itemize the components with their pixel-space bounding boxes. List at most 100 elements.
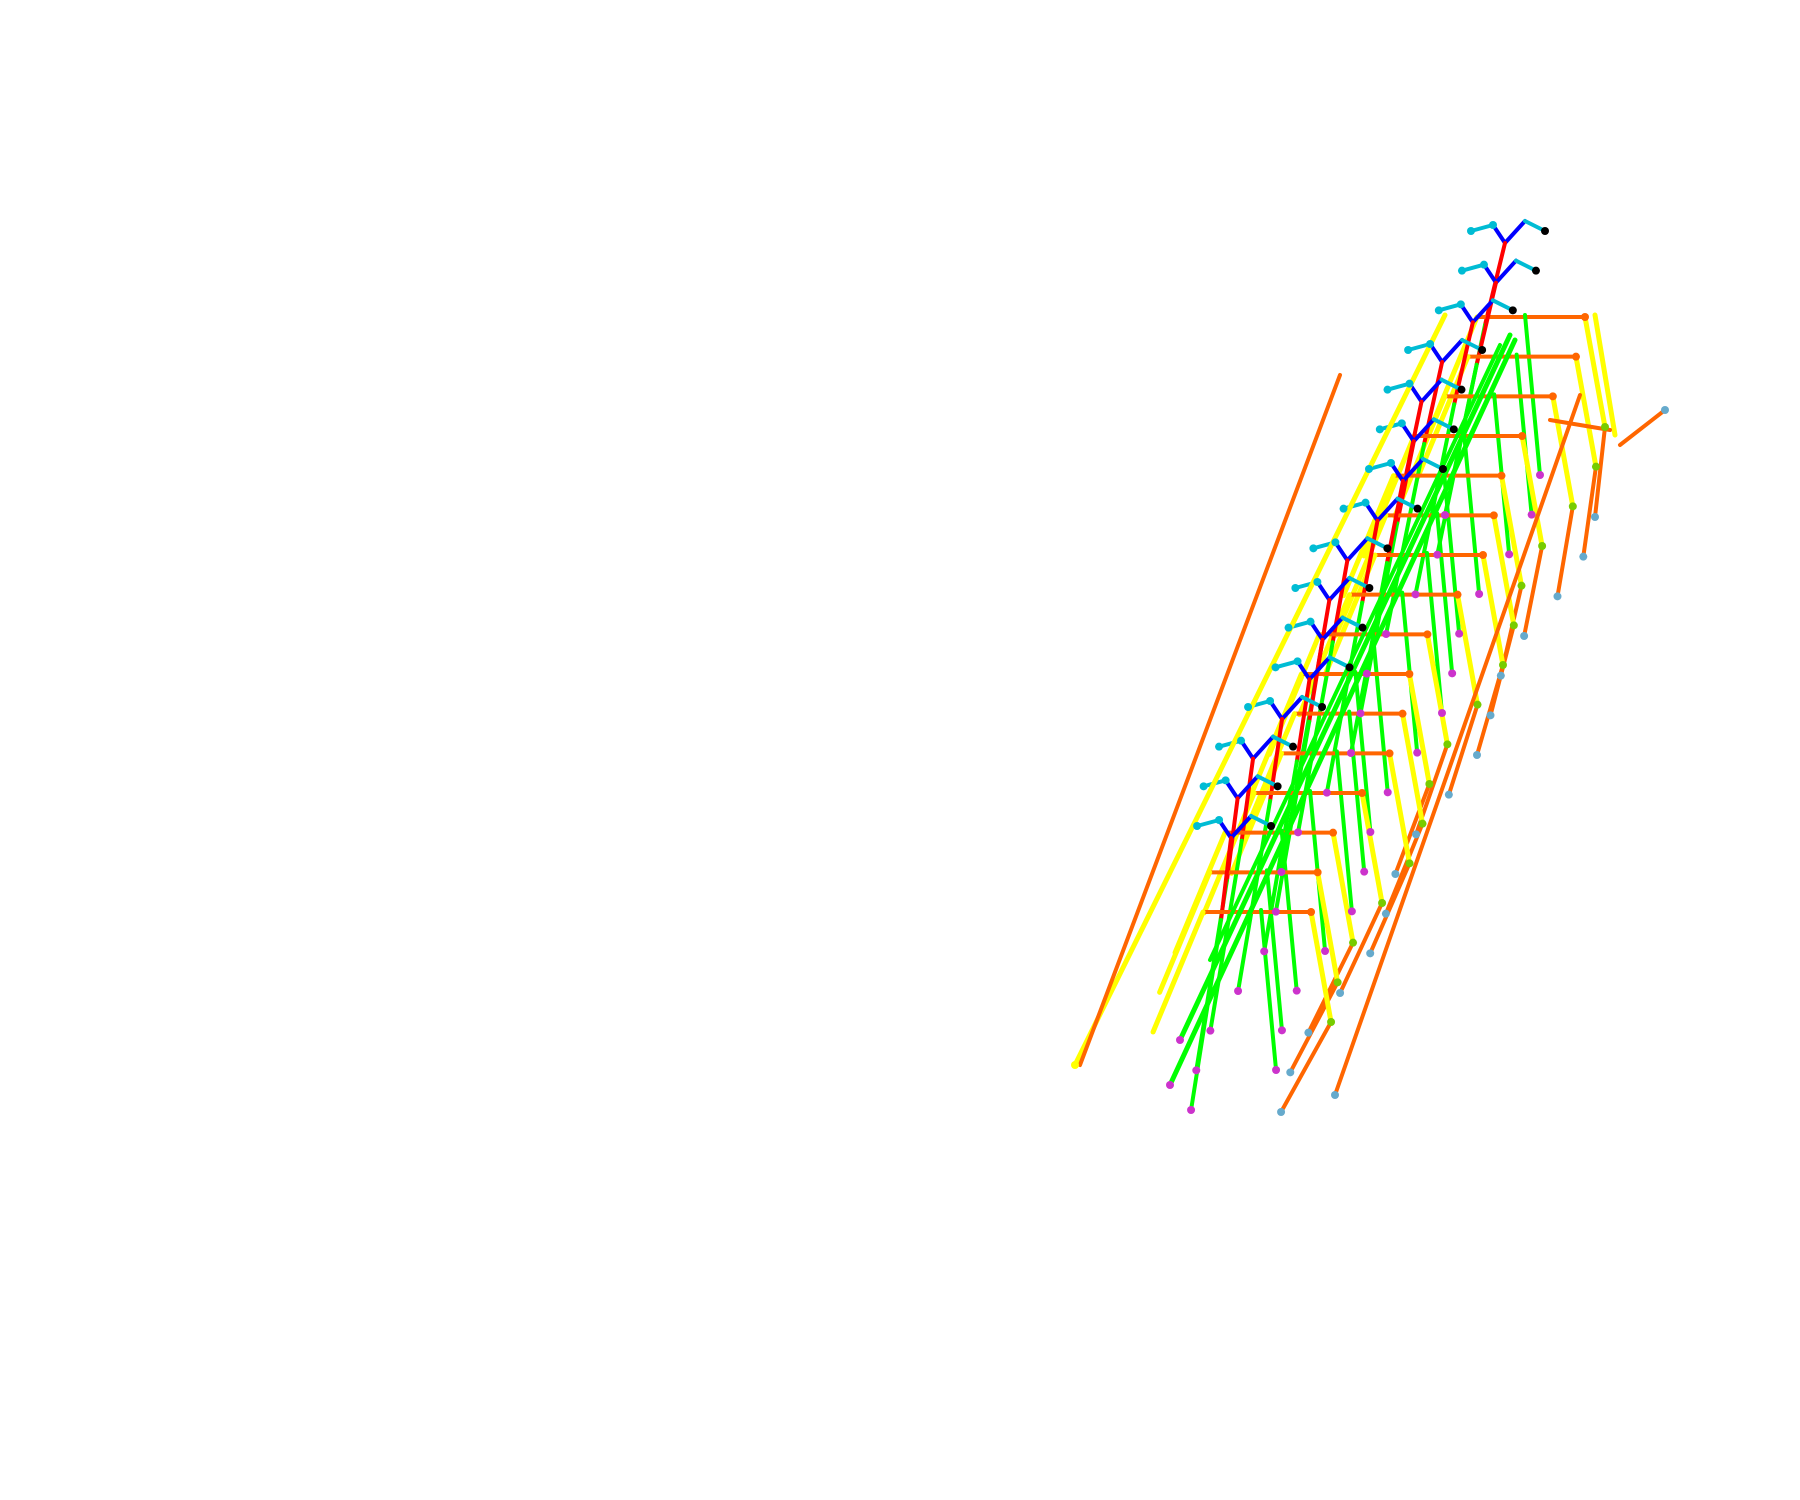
arm-trail-bone xyxy=(1548,418,1612,432)
right-leg-bone xyxy=(1334,749,1354,914)
wrist-joint xyxy=(1381,909,1390,918)
foot-joint xyxy=(1234,987,1243,995)
forearm-bone xyxy=(1393,782,1432,876)
right-arm-bone xyxy=(1550,393,1576,509)
hand-joint xyxy=(1473,700,1482,709)
skeleton-bones xyxy=(1072,219,1667,1114)
ear-joint xyxy=(1478,346,1487,354)
hand-joint xyxy=(1517,581,1526,590)
hand-joint xyxy=(1405,859,1414,868)
head-bone xyxy=(1251,734,1276,761)
hand-joint xyxy=(1331,1091,1339,1099)
right-arm-bone xyxy=(1406,671,1432,787)
spine-bone xyxy=(1360,518,1380,605)
right-arm-bone xyxy=(1424,631,1450,747)
foot-joint xyxy=(1347,907,1356,916)
hand-joint xyxy=(1425,780,1434,788)
head-bone xyxy=(1503,219,1527,245)
right-arm-bone xyxy=(1330,830,1356,946)
ear-joint xyxy=(1413,504,1422,513)
foot-joint xyxy=(1176,1036,1184,1044)
skeleton-joints xyxy=(1071,221,1669,1116)
right-arm-bone xyxy=(1308,909,1334,1025)
ear-joint xyxy=(1531,266,1540,275)
left-arm-bone xyxy=(1157,869,1213,995)
wrist-joint xyxy=(1553,592,1562,601)
foot-joint xyxy=(1206,1026,1215,1035)
leg-trail-bone xyxy=(1167,337,1518,1088)
face-joint xyxy=(1215,816,1224,824)
face-joint xyxy=(1361,498,1370,507)
ear-joint xyxy=(1438,465,1447,473)
foot-joint xyxy=(1382,630,1391,638)
ear-joint xyxy=(1365,584,1374,592)
spine-bone xyxy=(1307,637,1325,724)
forearm-bone xyxy=(1368,861,1412,956)
shoulder-joint xyxy=(1548,392,1557,401)
hand-joint xyxy=(1418,819,1427,828)
foot-joint xyxy=(1413,748,1422,757)
head-bone xyxy=(1307,655,1332,682)
wrist-joint xyxy=(1444,790,1453,799)
face-joint xyxy=(1199,782,1208,791)
right-arm-bone xyxy=(1519,433,1545,549)
left-arm-bone xyxy=(1150,909,1206,1035)
hand-joint xyxy=(1591,462,1600,471)
wrist-joint xyxy=(1579,552,1588,561)
wrist-joint xyxy=(1286,1068,1295,1077)
right-arm-bone xyxy=(1315,869,1341,985)
face-joint xyxy=(1479,260,1488,269)
face-joint xyxy=(1215,742,1224,751)
face-joint xyxy=(1221,776,1230,785)
shoulder-joint xyxy=(1497,471,1506,480)
foot-joint xyxy=(1360,867,1369,876)
face-joint xyxy=(1489,221,1497,229)
right-arm-bone xyxy=(1582,314,1608,430)
forearm-bone xyxy=(1522,544,1545,638)
spine-bone xyxy=(1219,836,1234,922)
face-joint xyxy=(1386,459,1395,467)
foot-joint xyxy=(1277,868,1286,876)
right-leg-bone xyxy=(1424,551,1444,715)
foot-joint xyxy=(1192,1066,1201,1075)
shoulder-joint xyxy=(1313,868,1322,877)
foot-joint xyxy=(1362,669,1371,678)
face-joint xyxy=(1457,266,1466,275)
left-arm-bone xyxy=(1248,671,1304,797)
foot-joint xyxy=(1322,788,1331,797)
wrist-joint xyxy=(1391,870,1400,878)
forearm-bone xyxy=(1555,504,1575,599)
face-joint xyxy=(1375,425,1384,434)
shoulder-joint xyxy=(1358,789,1367,797)
ear-joint xyxy=(1508,306,1517,315)
outline-trail-bone xyxy=(1592,312,1618,438)
foot-joint xyxy=(1437,709,1446,717)
ear-joint xyxy=(1449,425,1458,434)
face-joint xyxy=(1467,227,1475,235)
ear-joint xyxy=(1345,663,1354,672)
head-bone xyxy=(1400,457,1425,483)
hand-joint xyxy=(1333,978,1342,987)
forearm-bone xyxy=(1279,1020,1334,1114)
face-joint xyxy=(1339,504,1348,513)
ear-joint xyxy=(1457,385,1466,394)
leg-trail-bone xyxy=(1208,343,1502,962)
left-arm-bone xyxy=(1242,711,1298,837)
face-joint xyxy=(1244,703,1253,711)
foot-joint xyxy=(1271,907,1280,916)
foot-joint xyxy=(1475,590,1484,598)
foot-joint xyxy=(1505,550,1514,559)
wrist-joint xyxy=(1486,711,1495,720)
wrist-joint xyxy=(1496,671,1505,680)
face-joint xyxy=(1271,663,1280,672)
right-arm-bone xyxy=(1573,354,1599,470)
hand-joint xyxy=(1509,621,1518,630)
face-joint xyxy=(1193,822,1202,830)
head-bone xyxy=(1411,417,1436,444)
foot-joint xyxy=(1383,788,1392,797)
face-joint xyxy=(1383,385,1392,394)
foot-joint xyxy=(1448,669,1457,678)
face-joint xyxy=(1331,538,1340,547)
forearm-bone xyxy=(1593,425,1607,519)
